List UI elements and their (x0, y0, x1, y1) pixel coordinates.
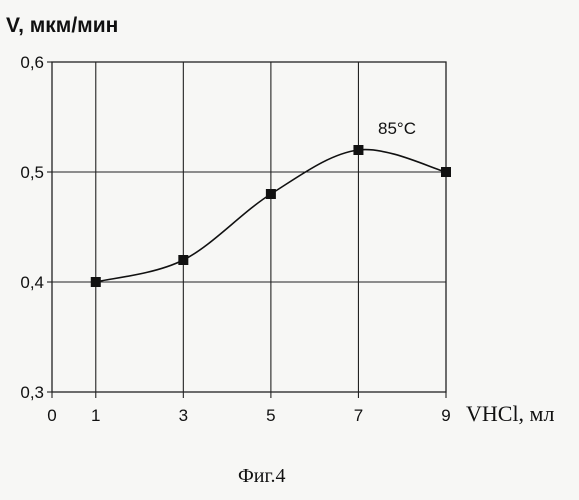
tick-labels: 0 1 3 5 7 9 0,3 0,4 0,5 0,6 (20, 53, 450, 425)
x-tick-label: 0 (47, 406, 56, 425)
y-tick-label: 0,6 (20, 53, 44, 72)
x-tick-label: 7 (354, 406, 363, 425)
data-point (91, 277, 101, 287)
data-point (353, 145, 363, 155)
y-tick-label: 0,5 (20, 163, 44, 182)
y-axis-title: V, мкм/мин (6, 14, 118, 37)
grid (47, 62, 446, 398)
x-tick-label: 3 (179, 406, 188, 425)
x-axis-title: VHCl, мл (466, 401, 554, 426)
y-tick-label: 0,3 (20, 383, 44, 402)
plot-frame (52, 62, 446, 392)
x-tick-label: 5 (266, 406, 275, 425)
data-point (266, 189, 276, 199)
curve-annotation: 85°C (378, 119, 416, 138)
y-tick-label: 0,4 (20, 273, 44, 292)
data-point (178, 255, 188, 265)
figure-caption: Фиг.4 (238, 465, 285, 487)
x-tick-label: 9 (441, 406, 450, 425)
x-tick-label: 1 (91, 406, 100, 425)
data-point (441, 167, 451, 177)
